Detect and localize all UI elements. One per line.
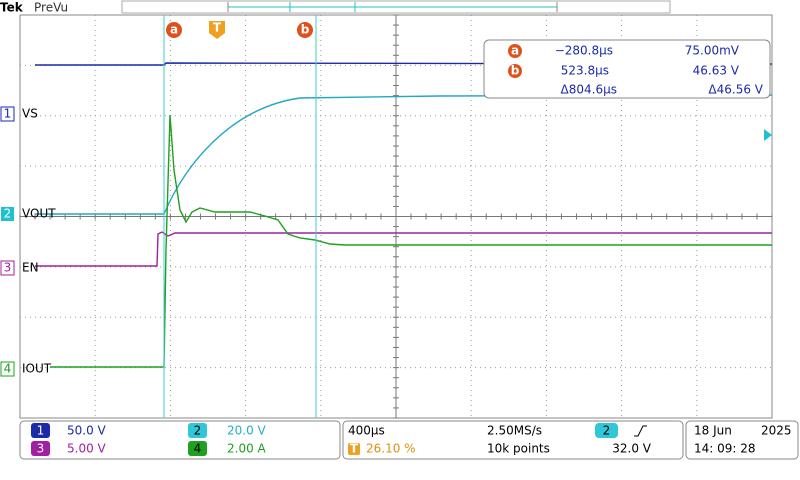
ch3-badge-number: 3 <box>37 442 45 456</box>
ch4-waveform <box>50 114 772 368</box>
cursor-b-label: b <box>301 23 310 37</box>
trigger-position-badge <box>348 443 360 455</box>
ch3-badge <box>31 441 50 456</box>
ch4-number: 4 <box>4 362 12 376</box>
readout-time: 523.8µs <box>561 64 609 78</box>
ch1-label: VS <box>22 107 38 121</box>
ch2-label: VOUT <box>22 207 56 221</box>
ch2-waveform <box>35 94 773 215</box>
record-length: 10k points <box>487 442 550 456</box>
mode: PreVu <box>34 1 68 15</box>
ch3-scale: 5.00 V <box>67 442 107 456</box>
time: 14: 09: 28 <box>694 442 756 456</box>
ch4-label: IOUT <box>22 362 52 376</box>
ch2-badge-number: 2 <box>194 424 202 438</box>
cursor-b-marker <box>297 22 313 38</box>
datetime-panel <box>685 420 799 460</box>
trigger-label: T <box>213 21 222 35</box>
readout-a-marker <box>508 44 522 58</box>
trigger-source-badge <box>595 423 618 438</box>
ch2-marker <box>1 207 14 221</box>
trigger-position: 26.10 % <box>366 442 416 456</box>
ch2-scale: 20.0 V <box>227 424 267 438</box>
cursor-a-label: a <box>170 23 178 37</box>
readout-marker-label: b <box>511 64 520 78</box>
ch4-marker <box>0 361 15 377</box>
readout-delta-value: Δ46.56 V <box>708 83 763 97</box>
ch2-number: 2 <box>4 207 12 221</box>
readout-b-marker <box>508 64 522 78</box>
trigger-level: 32.0 V <box>612 442 652 456</box>
cursor-readout <box>483 39 771 99</box>
ch4-badge-number: 4 <box>194 442 202 456</box>
trigger-position-badge-label: T <box>350 442 359 456</box>
ch4-scale: 2.00 A <box>227 442 267 456</box>
readout-value: 46.63 V <box>693 64 740 78</box>
sample-rate: 2.50MS/s <box>487 424 542 438</box>
ch3-marker <box>0 260 15 276</box>
cursor-a-marker <box>166 22 182 38</box>
readout-delta-time: Δ804.6µs <box>561 83 617 97</box>
brand: Tek <box>0 1 24 15</box>
ch4-badge <box>188 441 207 456</box>
trigger-marker <box>209 21 225 39</box>
ch1-badge <box>31 423 50 438</box>
trigger-slope-icon <box>634 425 647 437</box>
ch3-waveform <box>35 231 772 267</box>
ch1-waveform <box>35 62 773 66</box>
ch1-number: 1 <box>4 107 12 121</box>
ch3-label: EN <box>22 261 39 275</box>
vertical-panel[interactable] <box>19 420 341 460</box>
ch1-badge-number: 1 <box>37 424 45 438</box>
readout-value: 75.00mV <box>685 44 740 58</box>
year: 2025 <box>761 424 792 438</box>
ch1-scale: 50.0 V <box>67 424 107 438</box>
ch3-number: 3 <box>4 261 12 275</box>
time-scale: 400µs <box>348 424 385 438</box>
readout-time: −280.8µs <box>555 44 613 58</box>
trigger-level-marker <box>764 129 772 141</box>
ch1-marker <box>0 106 15 122</box>
ch2-badge <box>188 423 207 438</box>
readout-marker-label: a <box>511 44 519 58</box>
date: 18 Jun <box>694 424 732 438</box>
trigger-source: 2 <box>603 424 611 438</box>
